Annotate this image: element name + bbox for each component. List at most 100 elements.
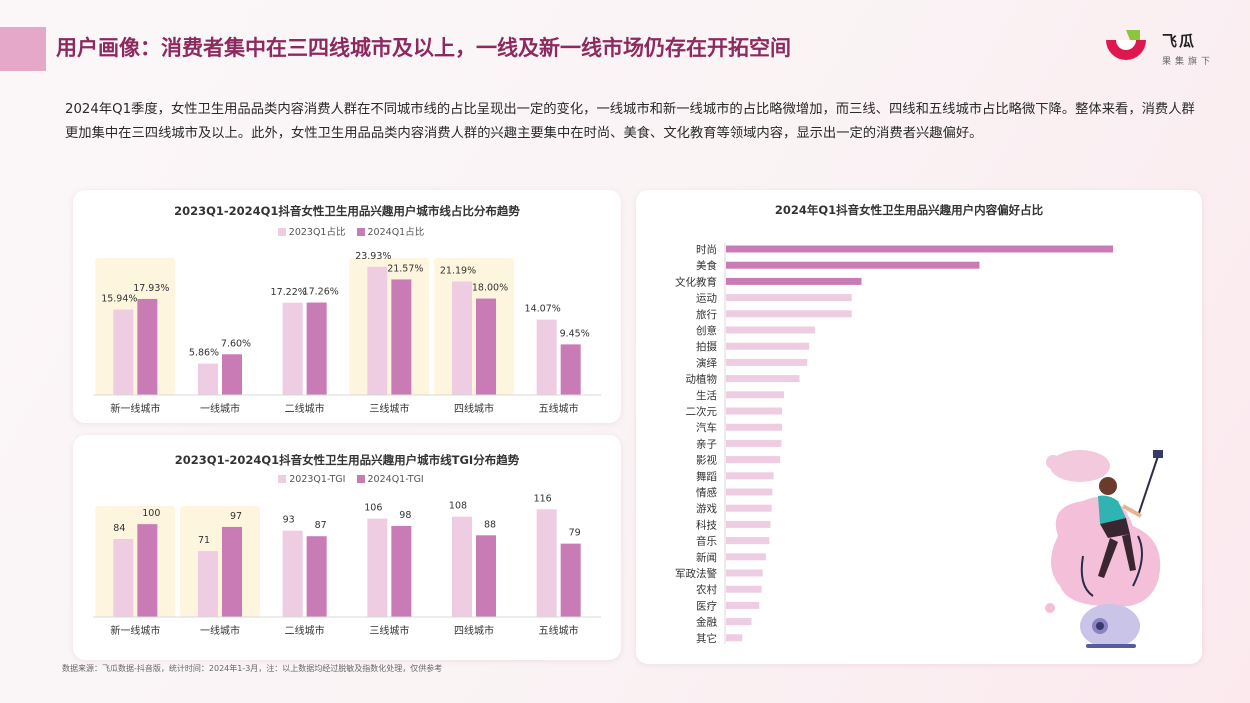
data-label: 116 xyxy=(534,493,552,504)
category-label: 美食 xyxy=(696,259,717,272)
category-label: 四线城市 xyxy=(454,402,494,415)
bar-2024 xyxy=(391,279,412,395)
preference-bar xyxy=(726,261,980,269)
data-label: 21.19% xyxy=(440,265,476,276)
bar-2024 xyxy=(306,302,327,395)
bar-2023 xyxy=(452,516,472,617)
preference-bar xyxy=(726,423,783,431)
preference-bar xyxy=(726,245,1113,253)
category-label: 影视 xyxy=(696,454,717,467)
category-label: 医疗 xyxy=(696,599,717,612)
legend-swatch-2024 xyxy=(356,475,365,483)
preference-bar xyxy=(726,472,774,480)
category-label: 动植物 xyxy=(686,373,718,386)
preference-bar xyxy=(726,488,773,496)
category-label: 汽车 xyxy=(696,421,717,434)
chart-legend: 2023Q1-TGI 2024Q1-TGI xyxy=(73,474,621,485)
legend-swatch-2024 xyxy=(356,228,365,236)
preference-bar xyxy=(726,358,808,366)
data-label: 97 xyxy=(230,511,242,522)
data-label: 15.94% xyxy=(101,294,137,305)
chart-title: 2023Q1-2024Q1抖音女性卫生用品兴趣用户城市线占比分布趋势 xyxy=(174,204,520,218)
chart-title: 2024年Q1抖音女性卫生用品兴趣用户内容偏好占比 xyxy=(774,203,1044,217)
preference-bar xyxy=(726,601,760,609)
data-label: 108 xyxy=(449,501,467,512)
preference-bar xyxy=(726,456,781,464)
bar-2023 xyxy=(198,551,218,617)
title-accent-block xyxy=(0,27,46,71)
preference-bar xyxy=(726,310,852,318)
data-label: 21.57% xyxy=(387,263,423,274)
data-label: 106 xyxy=(364,503,382,514)
content-preference-chart-card: 2024年Q1抖音女性卫生用品兴趣用户内容偏好占比 时尚美食文化教育运动旅行创意… xyxy=(636,190,1202,664)
data-label: 17.93% xyxy=(133,283,169,294)
category-label: 五线城市 xyxy=(539,624,579,637)
feigua-logo: 飞瓜 果集旗下 xyxy=(1100,28,1220,72)
intro-paragraph: 2024年Q1季度，女性卫生用品品类内容消费人群在不同城市线的占比呈现出一定的变… xyxy=(65,102,1195,141)
bar-2024 xyxy=(560,344,581,395)
category-label: 三线城市 xyxy=(369,402,409,415)
watermelon-logo-icon xyxy=(1106,30,1146,60)
data-label: 5.86% xyxy=(189,348,219,359)
category-label: 生活 xyxy=(696,389,717,402)
preference-bar xyxy=(726,537,770,545)
preference-bar xyxy=(726,294,852,302)
preference-bar xyxy=(726,634,743,642)
data-label: 93 xyxy=(283,515,295,526)
bar-2024 xyxy=(391,526,412,617)
category-label: 一线城市 xyxy=(200,624,240,637)
preference-bar xyxy=(726,520,771,528)
data-label: 87 xyxy=(315,520,327,531)
data-label: 17.26% xyxy=(303,287,339,298)
city-share-chart-card: 2023Q1-2024Q1抖音女性卫生用品兴趣用户城市线占比分布趋势 2023Q… xyxy=(73,190,621,423)
bar-2024 xyxy=(222,526,242,617)
category-label: 农村 xyxy=(696,583,717,596)
city-share-chart: 15.94%17.93% 新一线城市 5.86%7.60% 一线城市 17.22%17.… xyxy=(93,251,601,415)
highlight-band xyxy=(95,258,176,395)
category-label: 五线城市 xyxy=(539,402,579,415)
data-label: 98 xyxy=(399,510,411,521)
data-label: 100 xyxy=(142,508,160,519)
category-label: 文化教育 xyxy=(675,275,717,288)
bar-2023 xyxy=(282,530,303,617)
bar-2023 xyxy=(113,539,134,617)
category-label: 新闻 xyxy=(696,551,717,564)
category-label: 新一线城市 xyxy=(110,624,160,637)
city-tgi-chart: 84 100 新一线城市 71 97 一线城市 93 87 二线城市 106 98 三线城市 108 88… xyxy=(93,493,601,637)
data-source-note: 数据来源：飞瓜数据-抖音版，统计时间：2024年1-3月，注：以上数据均经过脱敏… xyxy=(62,664,443,673)
legend-label-2023: 2023Q1-TGI xyxy=(289,474,346,485)
content-preference-chart: 时尚美食文化教育运动旅行创意拍摄演绎动植物生活二次元汽车亲子影视舞蹈情感游戏科技… xyxy=(675,243,1113,645)
category-label: 军政法警 xyxy=(675,567,717,580)
preference-bar xyxy=(726,553,766,561)
highlight-band xyxy=(434,258,514,395)
preference-bar xyxy=(726,504,772,512)
legend-swatch-2023 xyxy=(277,228,286,236)
preference-bar xyxy=(726,439,782,447)
preference-bar xyxy=(726,342,810,350)
preference-bar xyxy=(726,375,800,383)
category-label: 运动 xyxy=(696,293,717,305)
preference-bar xyxy=(726,407,783,415)
preference-bar xyxy=(726,326,816,334)
bar-2023 xyxy=(367,518,388,617)
data-label: 79 xyxy=(569,528,581,539)
highlight-band xyxy=(95,506,176,617)
legend-label-2023: 2023Q1占比 xyxy=(288,227,346,238)
category-label: 音乐 xyxy=(696,535,717,548)
preference-bar xyxy=(726,569,763,577)
bar-2024 xyxy=(137,524,158,617)
data-label: 71 xyxy=(198,535,210,546)
data-label: 84 xyxy=(113,523,125,534)
category-label: 时尚 xyxy=(696,243,717,256)
category-label: 亲子 xyxy=(696,437,717,450)
legend-label-2024: 2024Q1占比 xyxy=(367,227,425,238)
bar-2024 xyxy=(560,543,581,617)
preference-bar xyxy=(726,391,785,399)
category-label: 二线城市 xyxy=(285,402,325,415)
category-label: 旅行 xyxy=(696,308,717,321)
data-label: 17.22% xyxy=(271,287,307,298)
data-label: 14.07% xyxy=(525,304,561,315)
category-label: 演绎 xyxy=(696,356,717,369)
category-label: 创意 xyxy=(696,324,717,337)
bar-2023 xyxy=(452,281,472,395)
